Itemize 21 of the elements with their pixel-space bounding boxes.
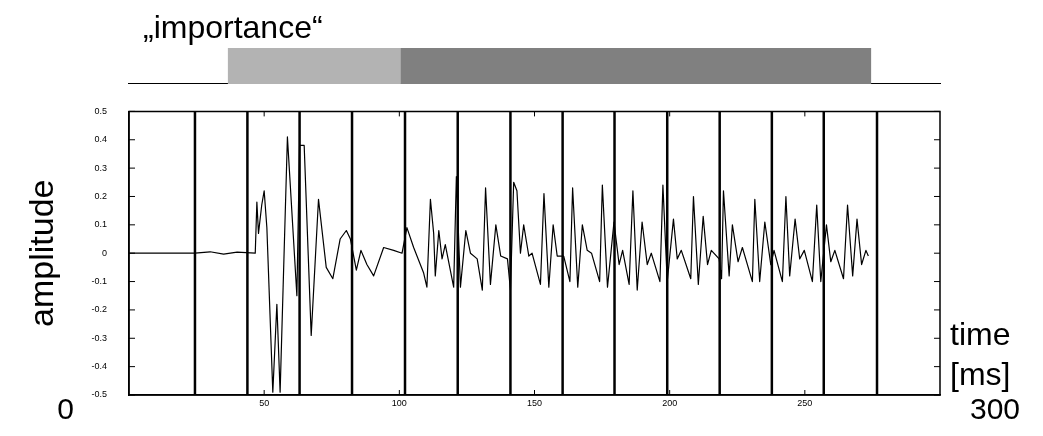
x-tick-label: 200	[662, 397, 678, 408]
y-tick-label: -0.3	[91, 332, 107, 343]
x-tick-label: 150	[526, 397, 543, 408]
chart-title: „importance“	[143, 9, 323, 45]
y-tick-label: 0.1	[94, 219, 107, 230]
text: 300	[970, 392, 1021, 426]
y-axis-title: amplitude	[22, 179, 61, 327]
y-tick-label: -0.2	[91, 304, 107, 315]
y-tick-label: 0.3	[94, 162, 107, 173]
text: 0	[57, 392, 74, 426]
y-tick-label: -0.5	[91, 389, 107, 400]
x-axis-title: time [ms]	[950, 316, 1011, 392]
y-tick-label: -0.4	[91, 361, 107, 372]
x-tick-label: 50	[259, 397, 270, 408]
y-tick-label: -0.1	[91, 276, 107, 287]
y-tick-label: 0.5	[94, 105, 107, 116]
x-tick-label: 100	[391, 397, 407, 408]
y-tick-label: 0.2	[94, 190, 107, 201]
y-tick-label: 0	[101, 247, 107, 258]
x-tick-label: 250	[797, 397, 813, 408]
y-tick-label: 0.4	[94, 134, 107, 145]
